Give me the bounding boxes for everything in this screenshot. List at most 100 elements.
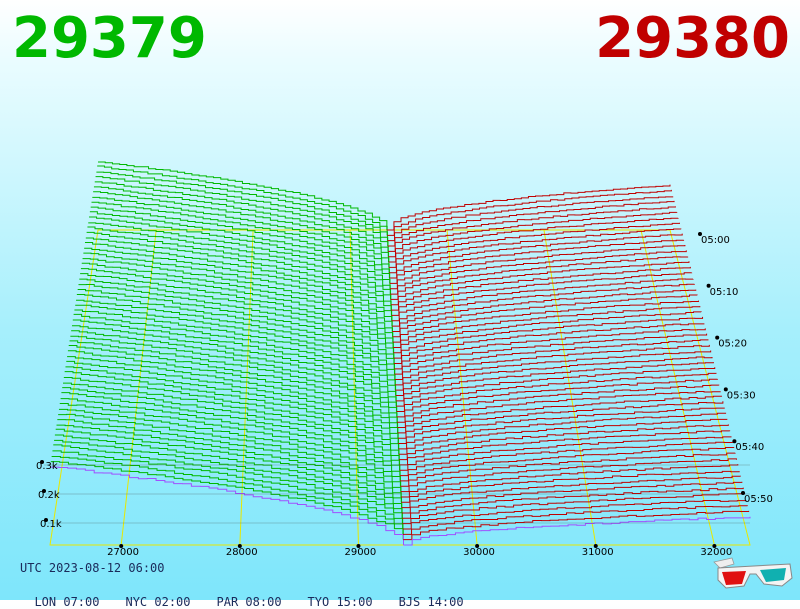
chart-labels: 27000 28000 29000 30000 31000 32000 0.3k 0.2k 0.…: [36, 232, 773, 558]
bid-depth-line: [76, 293, 395, 369]
ask-depth-line: [386, 184, 671, 231]
bid-depth-line: [71, 325, 397, 401]
ask-depth-line: [388, 211, 678, 258]
bid-depth-line: [63, 382, 400, 460]
ask-depth-line: [396, 367, 716, 407]
ask-depth-line: [395, 350, 712, 391]
bid-depth-series: [50, 161, 404, 545]
bid-depth-line: [84, 247, 393, 321]
ask-depth-line: [394, 333, 708, 375]
ask-depth-line: [392, 300, 699, 343]
ask-depth-line: [397, 401, 724, 439]
time-tick-mark: [706, 283, 711, 288]
depth-label: 0.3k: [36, 461, 58, 472]
utc-time: UTC 2023-08-12 06:00: [20, 561, 165, 575]
bid-depth-line: [97, 165, 388, 236]
ask-depth-line: [402, 487, 744, 519]
ask-depth-line: [394, 339, 709, 380]
ask-depth-line: [398, 418, 728, 455]
bid-depth-line: [60, 398, 401, 476]
bid-depth-line: [80, 268, 394, 343]
time-label: 05:40: [735, 442, 764, 453]
ask-depth-line: [402, 505, 748, 535]
ask-depth-line: [389, 233, 683, 279]
bid-depth-line: [67, 356, 399, 433]
ask-depth-line: [389, 239, 685, 284]
ask-price: 29380: [595, 6, 790, 71]
ask-depth-line: [390, 261, 690, 306]
ask-depth-line: [400, 464, 739, 498]
x-tick-label: 29000: [344, 547, 376, 558]
ask-depth-line: [402, 493, 746, 525]
ask-depth-line: [390, 250, 687, 295]
bid-depth-line: [55, 428, 403, 508]
bid-depth-line: [62, 387, 400, 465]
bid-depth-line: [71, 330, 397, 407]
ask-depth-line: [387, 196, 674, 242]
bid-depth-line: [58, 413, 402, 492]
ask-depth-line: [393, 311, 702, 354]
ask-depth-line: [393, 306, 701, 348]
ask-depth-line: [397, 390, 721, 429]
bid-depth-line: [58, 408, 401, 487]
bid-depth-line: [61, 392, 401, 471]
bid-depth-line: [93, 186, 389, 257]
ask-depth-line: [401, 475, 742, 509]
time-tick-mark: [732, 439, 737, 444]
timezone-lon: LON 07:00: [34, 595, 100, 609]
x-tick-mark: [356, 544, 361, 548]
bid-depth-line: [52, 450, 404, 529]
timezone-par: PAR 08:00: [216, 595, 282, 609]
bid-depth-line: [77, 289, 395, 364]
ask-depth-line: [402, 500, 747, 530]
ask-depth-line: [397, 395, 723, 434]
ask-depth-series: [386, 184, 751, 546]
ask-depth-line: [391, 278, 694, 322]
bid-depth-line: [65, 366, 399, 444]
bid-depth-line: [82, 258, 393, 332]
x-tick-mark: [593, 544, 598, 548]
x-tick-label: 28000: [226, 547, 258, 558]
3d-glasses-icon[interactable]: [712, 556, 796, 594]
bid-depth-line: [92, 196, 390, 268]
ask-depth-line: [400, 452, 736, 487]
bid-depth-line: [90, 206, 390, 279]
ask-depth-line: [387, 200, 675, 247]
bid-depth-line: [51, 456, 404, 535]
bid-depth-line: [80, 273, 394, 348]
time-tick-mark: [741, 491, 745, 495]
bid-depth-line: [93, 191, 390, 263]
timezone-nyc: NYC 02:00: [125, 595, 191, 609]
ask-depth-line: [388, 222, 680, 268]
bid-price: 29379: [12, 6, 207, 71]
bid-depth-line: [87, 226, 392, 300]
ask-depth-line: [391, 283, 695, 327]
bid-depth-line: [50, 461, 404, 540]
ask-depth-line: [391, 266, 691, 311]
x-tick-mark: [475, 544, 480, 548]
ask-depth-line: [395, 362, 714, 402]
bid-depth-line: [76, 299, 395, 375]
bid-depth-line: [83, 252, 393, 327]
bid-depth-line: [94, 181, 389, 252]
bid-depth-line: [70, 335, 397, 412]
ask-depth-line: [403, 516, 751, 546]
bid-depth-line: [75, 304, 396, 380]
ask-depth-line: [401, 481, 743, 514]
bid-depth-line: [89, 211, 391, 284]
ask-depth-line: [394, 328, 706, 370]
x-tick-mark: [712, 544, 717, 548]
bid-depth-line: [98, 161, 388, 230]
bid-depth-line: [66, 360, 399, 439]
ask-depth-line: [399, 441, 733, 477]
ask-depth-line: [399, 436, 732, 471]
ask-depth-line: [397, 384, 720, 423]
bid-depth-line: [50, 466, 404, 545]
bid-depth-line: [67, 350, 398, 428]
bid-depth-line: [86, 231, 392, 305]
timezone-bar: LON 07:00 NYC 02:00 PAR 08:00 TYO 15:00 BJS …: [20, 581, 490, 609]
ask-depth-line: [390, 256, 689, 300]
bid-depth-line: [89, 216, 391, 289]
time-tick-mark: [698, 232, 702, 236]
